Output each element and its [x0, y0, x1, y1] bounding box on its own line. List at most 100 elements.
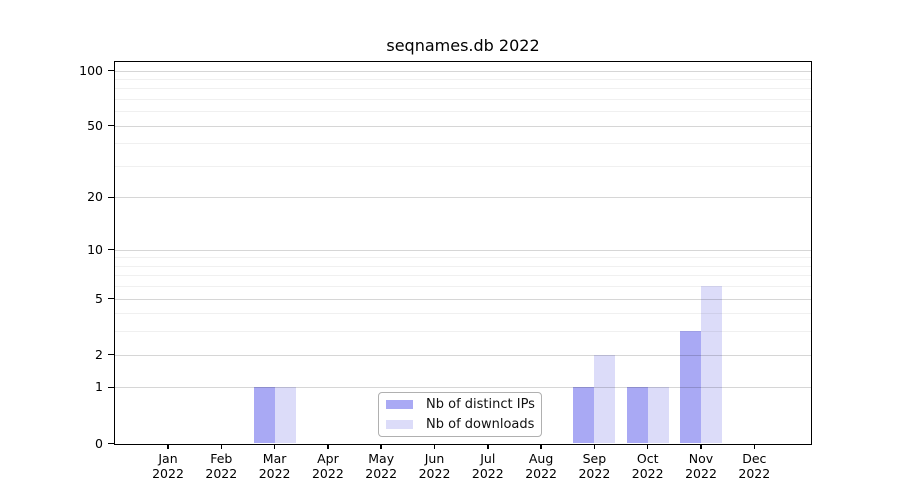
- x-tick-label: Apr 2022: [298, 451, 358, 481]
- minor-gridline: [115, 143, 811, 145]
- x-tick-month: Aug: [528, 450, 554, 466]
- major-gridline: [115, 249, 811, 251]
- minor-gridline: [115, 98, 811, 100]
- major-gridline: [115, 125, 811, 127]
- chart-title: seqnames.db 2022: [386, 36, 540, 55]
- major-gridline: [115, 387, 811, 389]
- x-tick-month: May: [368, 450, 395, 466]
- x-tick-month: Dec: [742, 450, 767, 466]
- legend-swatch-downloads-icon: [386, 420, 413, 429]
- minor-gridline: [115, 88, 811, 90]
- x-tick-label: Oct 2022: [618, 451, 678, 481]
- x-tick-mark: [540, 443, 542, 449]
- bar-distinct-ips-mar: [253, 387, 275, 444]
- minor-gridline: [115, 257, 811, 259]
- bar-distinct-ips-oct: [626, 387, 648, 444]
- y-tick-label: 50: [87, 117, 103, 133]
- x-tick-month: Jun: [424, 450, 445, 466]
- x-tick-month: Oct: [636, 450, 659, 466]
- x-tick-year: 2022: [525, 465, 557, 481]
- x-tick-year: 2022: [631, 465, 664, 481]
- y-tick-label: 0: [95, 435, 103, 451]
- minor-gridline: [115, 331, 811, 333]
- major-gridline: [115, 197, 811, 199]
- x-tick-year: 2022: [685, 465, 717, 481]
- bar-distinct-ips-nov: [680, 331, 701, 444]
- minor-gridline: [115, 165, 811, 167]
- y-tick-mark: [108, 353, 115, 356]
- y-tick-mark: [108, 386, 115, 389]
- major-gridline: [115, 70, 811, 72]
- legend-label-distinct-ips: Nb of distinct IPs: [426, 397, 535, 412]
- y-tick-mark: [108, 69, 115, 72]
- x-tick-year: 2022: [471, 465, 504, 481]
- minor-gridline: [115, 313, 811, 315]
- minor-gridline: [115, 286, 811, 288]
- legend-label-downloads: Nb of downloads: [426, 417, 535, 432]
- x-tick-mark: [380, 443, 382, 449]
- x-tick-mark: [273, 443, 276, 449]
- x-tick-year: 2022: [365, 465, 398, 481]
- x-tick-label: Mar 2022: [245, 451, 305, 481]
- bar-downloads-mar: [274, 387, 296, 444]
- legend-item-downloads: Nb of downloads: [386, 417, 541, 432]
- x-tick-month: Mar: [262, 450, 287, 466]
- y-tick-label: 20: [87, 189, 103, 205]
- x-tick-label: May 2022: [351, 451, 411, 481]
- y-tick-mark: [108, 248, 115, 251]
- y-tick-mark: [108, 196, 115, 199]
- x-tick-year: 2022: [578, 465, 611, 481]
- minor-gridline: [115, 265, 811, 267]
- minor-gridline: [115, 275, 811, 277]
- legend-item-distinct-ips: Nb of distinct IPs: [386, 397, 541, 412]
- x-tick-label: Aug 2022: [511, 451, 571, 481]
- x-tick-year: 2022: [258, 465, 291, 481]
- bar-downloads-oct: [647, 387, 669, 444]
- bar-downloads-nov: [701, 286, 722, 444]
- x-tick-label: Feb 2022: [191, 451, 251, 481]
- minor-gridline: [115, 78, 811, 80]
- legend: Nb of distinct IPs Nb of downloads: [378, 392, 542, 437]
- y-tick-label: 100: [79, 62, 103, 78]
- x-tick-year: 2022: [311, 465, 344, 481]
- x-tick-month: Sep: [582, 450, 607, 466]
- x-tick-year: 2022: [205, 465, 238, 481]
- x-tick-label: Jun 2022: [405, 451, 465, 481]
- x-tick-mark: [700, 443, 702, 449]
- y-tick-mark: [108, 442, 115, 445]
- y-tick-label: 1: [95, 379, 103, 395]
- x-tick-mark: [220, 443, 223, 449]
- x-tick-label: Jul 2022: [458, 451, 518, 481]
- x-tick-month: Nov: [688, 450, 714, 466]
- x-tick-mark: [433, 443, 436, 449]
- bar-distinct-ips-sep: [573, 387, 595, 444]
- y-tick-label: 2: [95, 346, 103, 362]
- y-tick-mark: [108, 297, 115, 300]
- x-tick-mark: [753, 443, 756, 449]
- x-tick-month: Apr: [317, 450, 339, 466]
- y-tick-mark: [108, 124, 115, 127]
- x-tick-mark: [593, 443, 596, 449]
- x-tick-mark: [327, 443, 329, 449]
- x-tick-mark: [487, 443, 489, 449]
- x-tick-year: 2022: [152, 465, 184, 481]
- x-tick-mark: [167, 443, 169, 449]
- legend-swatch-distinct-ips-icon: [386, 400, 413, 409]
- major-gridline: [115, 354, 811, 356]
- x-tick-mark: [646, 443, 649, 449]
- x-tick-year: 2022: [418, 465, 451, 481]
- major-gridline: [115, 298, 811, 300]
- x-tick-label: Dec 2022: [724, 451, 784, 481]
- x-tick-month: Jan: [158, 450, 178, 466]
- x-tick-year: 2022: [738, 465, 771, 481]
- bar-downloads-sep: [594, 354, 616, 444]
- y-tick-label: 10: [87, 241, 103, 257]
- x-tick-label: Nov 2022: [671, 451, 731, 481]
- x-tick-month: Jul: [480, 450, 496, 466]
- y-tick-label: 5: [95, 290, 103, 306]
- x-tick-label: Jan 2022: [138, 451, 198, 481]
- plot-frame: [114, 61, 812, 445]
- x-tick-month: Feb: [210, 450, 233, 466]
